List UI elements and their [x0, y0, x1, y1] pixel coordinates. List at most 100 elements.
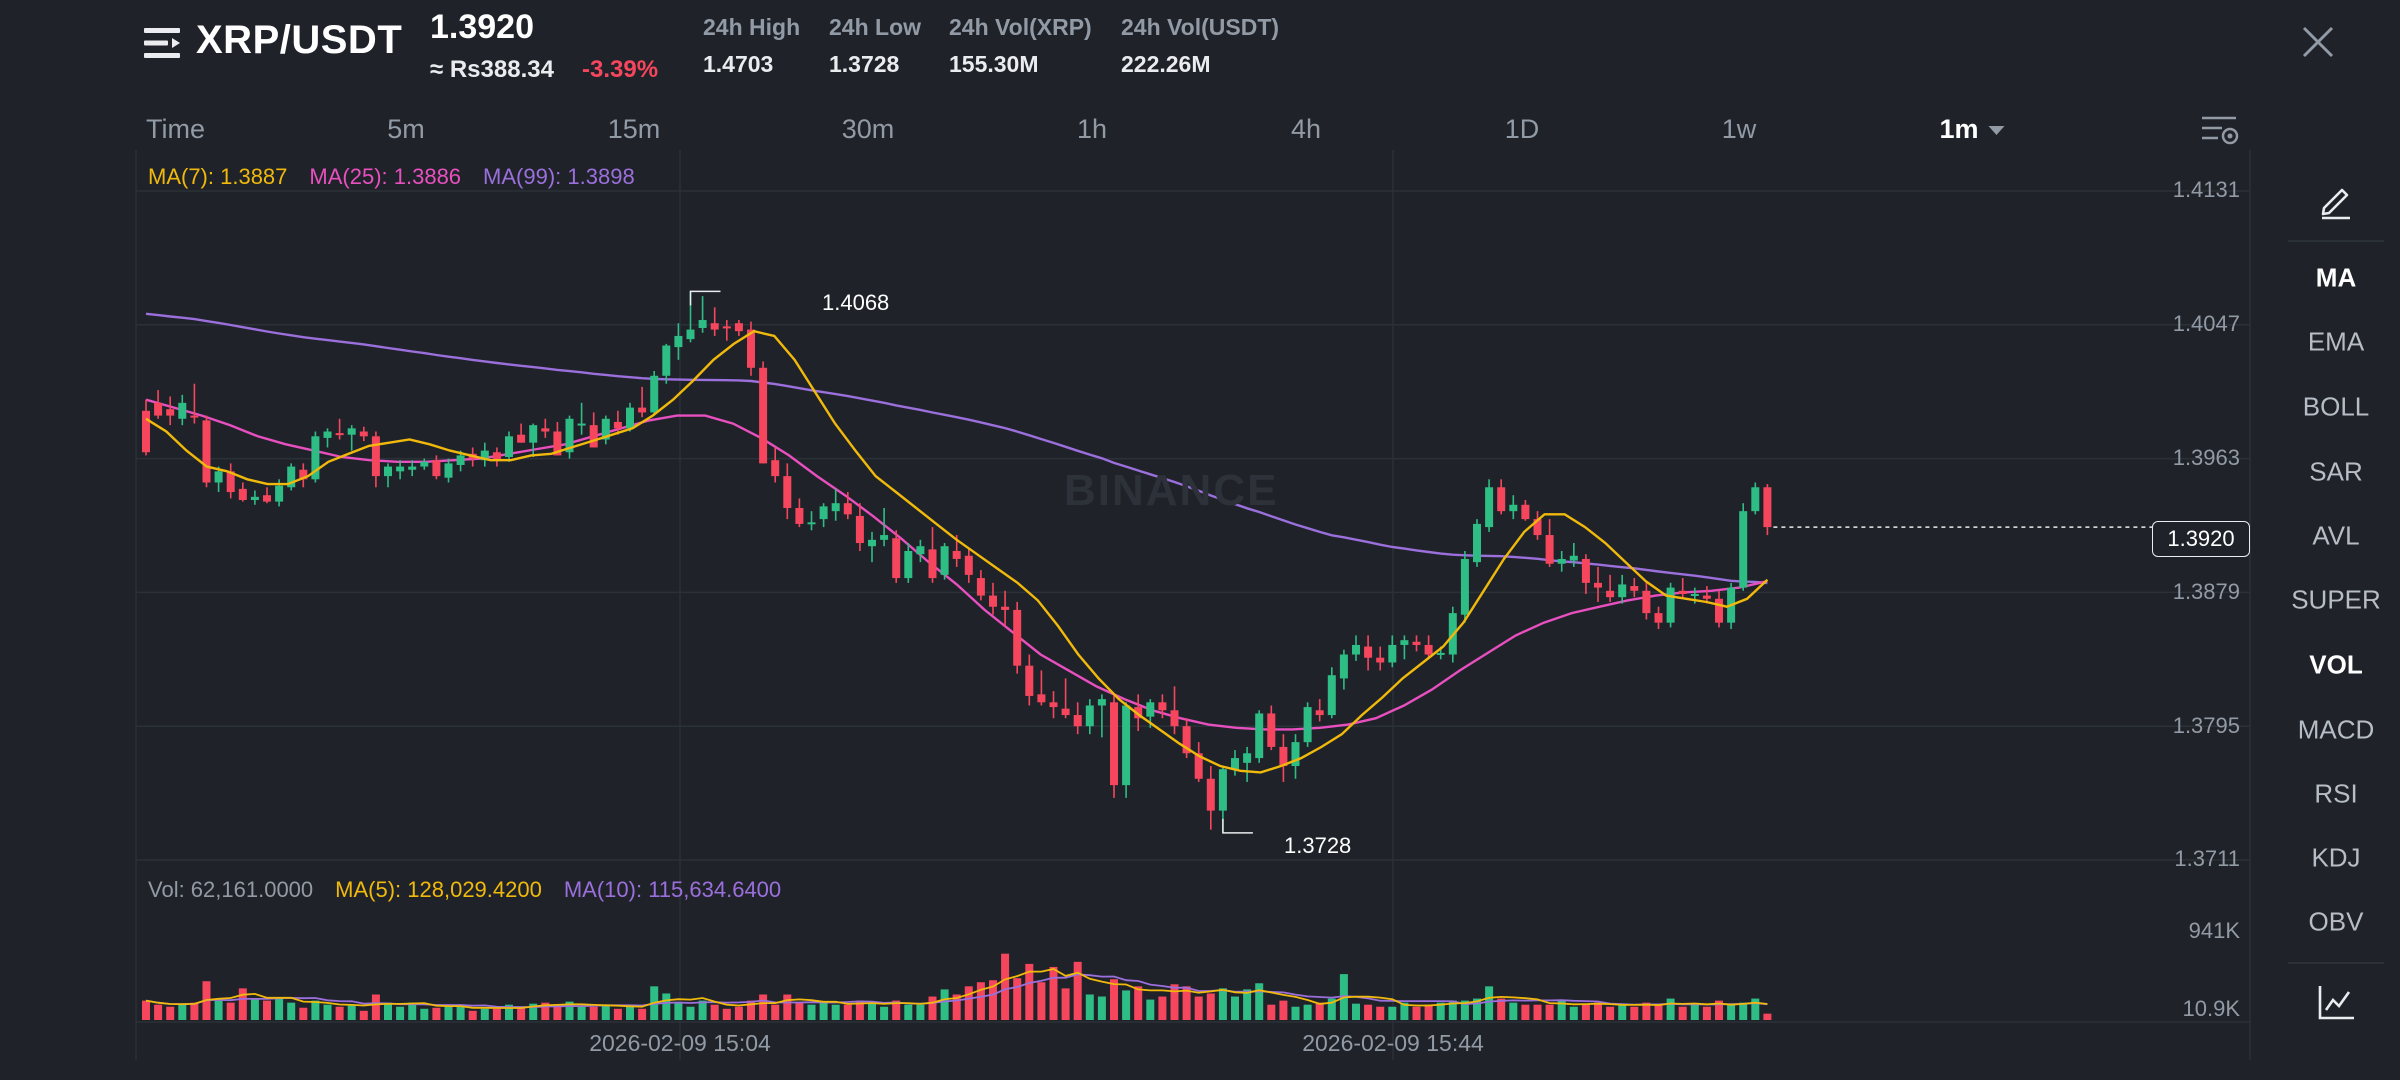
stat-value: 222.26M [1121, 51, 1211, 77]
candle-body [1097, 699, 1106, 706]
indicator-avl[interactable]: AVL [2312, 520, 2360, 551]
candle-body [722, 326, 731, 329]
indicator-sar[interactable]: SAR [2309, 456, 2363, 487]
trading-pair-title[interactable]: XRP/USDT [196, 18, 403, 62]
volume-bar [1412, 1006, 1421, 1020]
volume-bar [226, 1002, 235, 1020]
candle-body [1134, 707, 1143, 719]
tab-15m[interactable]: 15m [607, 114, 661, 144]
candle-body [142, 410, 150, 453]
time-axis-label: 2026-02-09 15:04 [589, 1030, 771, 1056]
tab-30m[interactable]: 30m [841, 114, 895, 144]
candle-body [1267, 713, 1276, 747]
candle-body [287, 466, 296, 488]
candle-body [1618, 584, 1627, 598]
header-bar: XRP/USDT 1.3920 ≈ Rs388.34 -3.39% 24h Hi… [0, 0, 2400, 100]
volume-bar [577, 1006, 586, 1020]
indicator-kdj[interactable]: KDJ [2311, 842, 2361, 873]
candle-body [613, 421, 622, 429]
candle-body [1073, 715, 1082, 727]
volume-bar [1521, 1004, 1530, 1020]
volume-bar [565, 1001, 574, 1020]
vol-legend: Vol: 62,161.0000 [148, 877, 314, 902]
candle-body [1001, 606, 1010, 610]
candle-body [335, 433, 344, 436]
sidebar-divider [2288, 240, 2384, 242]
ma-legend: MA(7): 1.3887 MA(25): 1.3886 MA(99): 1.389… [148, 164, 657, 190]
candle-body [1485, 487, 1494, 528]
candle-body [989, 595, 997, 607]
volume-bar [166, 1006, 175, 1020]
candle-body [952, 550, 961, 559]
volume-bar [1327, 998, 1336, 1020]
candle-body [1291, 742, 1300, 767]
time-axis-label: 2026-02-09 15:44 [1302, 1030, 1484, 1056]
candle-body [299, 469, 308, 480]
tab-1m[interactable]: 1m [1939, 114, 2005, 145]
indicator-ema[interactable]: EMA [2307, 326, 2365, 357]
volume-bar [662, 993, 671, 1020]
candle-body [686, 329, 695, 340]
volume-bar [807, 1004, 816, 1020]
indicator-super[interactable]: SUPER [2291, 584, 2381, 615]
current-price-tag[interactable]: 1.3920 [2152, 521, 2250, 557]
candle-body [1339, 654, 1348, 679]
volume-bar [384, 1002, 392, 1020]
tab-4h[interactable]: 4h [1290, 114, 1322, 144]
candle-body [892, 538, 901, 579]
candle-body [1364, 646, 1373, 658]
indicator-ma[interactable]: MA [2315, 262, 2357, 293]
volume-bar [1049, 966, 1058, 1020]
volume-bar [1606, 1006, 1615, 1020]
volume-bar [686, 1006, 695, 1020]
candle-body [1315, 710, 1324, 716]
volume-bar [734, 1006, 743, 1020]
volume-bar [831, 1004, 840, 1020]
ma99-line [145, 312, 1768, 585]
candle-body [698, 320, 707, 328]
volume-bar [1630, 1006, 1639, 1020]
candle-body [855, 515, 864, 544]
close-icon[interactable] [2300, 24, 2336, 60]
volume-bar [420, 1008, 429, 1020]
chart-settings-icon[interactable] [2200, 112, 2240, 148]
volume-bar [1569, 1006, 1578, 1020]
tab-1d[interactable]: 1D [1504, 114, 1540, 144]
indicator-sidebar: MA EMA BOLL SAR AVL SUPER VOL MACD RSI K… [2272, 150, 2400, 1080]
indicator-vol[interactable]: VOL [2309, 649, 2363, 680]
volume-bar [263, 1000, 271, 1020]
indicator-obv[interactable]: OBV [2308, 906, 2364, 937]
volume-bar [1424, 1004, 1433, 1020]
volume-bar [1073, 961, 1082, 1020]
tab-1w[interactable]: 1w [1721, 114, 1757, 144]
volume-bar [1702, 1006, 1711, 1020]
volume-bar [1727, 1004, 1736, 1020]
candle-body [710, 323, 719, 330]
indicator-macd[interactable]: MACD [2297, 714, 2375, 745]
candle-body [384, 466, 392, 477]
volume-bar [674, 1002, 683, 1020]
candle-body [226, 471, 235, 493]
volume-bar [989, 980, 997, 1020]
candle-body [1352, 644, 1360, 655]
candle-body [783, 476, 792, 508]
candle-body [1061, 708, 1070, 716]
candle-body [420, 461, 429, 467]
volume-bar [1194, 996, 1203, 1020]
pencil-icon[interactable] [2316, 180, 2356, 220]
high-marker-line [689, 290, 721, 306]
interval-tabs: Time 5m 15m 30m 1h 4h 1D 1w 1m [0, 104, 2270, 154]
hamburger-menu-icon[interactable] [144, 26, 180, 60]
tab-5m[interactable]: 5m [387, 114, 425, 144]
tab-1m-label: 1m [1939, 114, 1979, 144]
volume-bar [638, 1008, 647, 1020]
volume-bar [1303, 1004, 1312, 1020]
tab-time[interactable]: Time [146, 114, 205, 144]
candle-body [1110, 702, 1118, 786]
tab-1h[interactable]: 1h [1076, 114, 1108, 144]
line-chart-icon[interactable] [2316, 982, 2356, 1022]
volume-bar [1557, 1000, 1566, 1020]
indicator-boll[interactable]: BOLL [2302, 391, 2370, 422]
candlestick-chart[interactable] [0, 150, 2270, 1060]
indicator-rsi[interactable]: RSI [2314, 778, 2358, 809]
